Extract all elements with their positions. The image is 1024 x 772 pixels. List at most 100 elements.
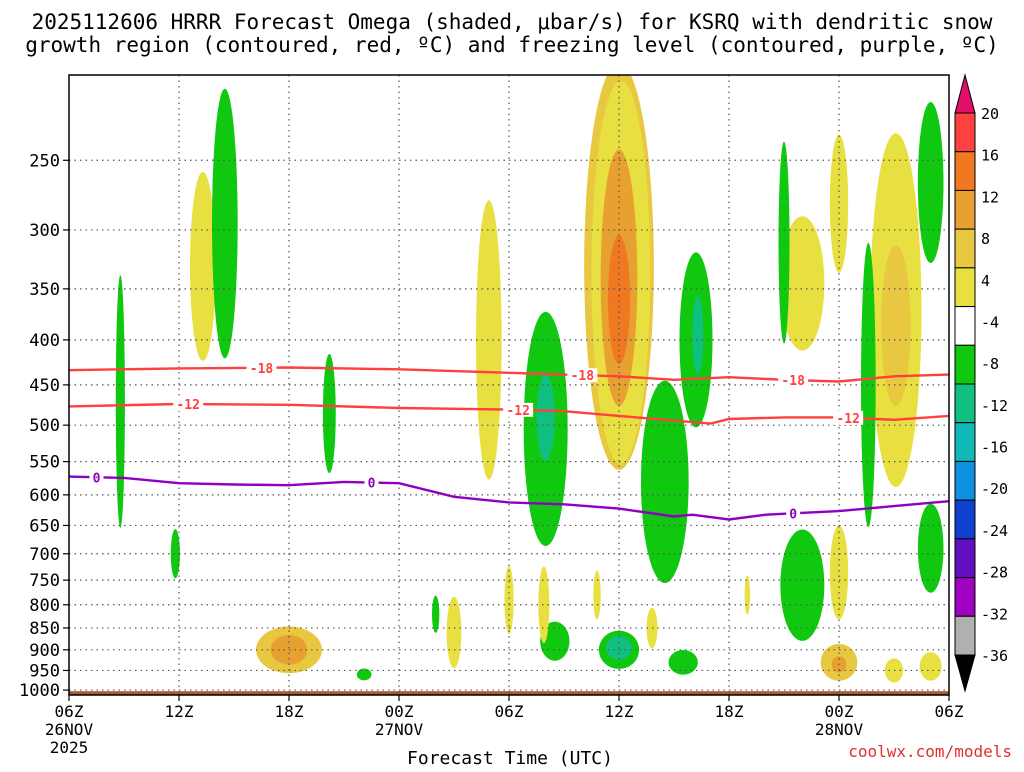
omega-region-22: [917, 503, 944, 593]
credit-link[interactable]: coolwx.com/models: [848, 742, 1012, 761]
colorbar-band-9: [954, 460, 976, 501]
omega-region-38: [504, 566, 514, 634]
x-tick-label-1: 12Z: [165, 702, 194, 721]
omega-region-5: [476, 200, 502, 480]
omega-region-32: [446, 596, 462, 669]
contour-label-freezing-level-2: 0: [789, 507, 797, 522]
colorbar-band-7: [954, 383, 976, 424]
contour-label-bg-dgz-top-0: [246, 360, 277, 375]
omega-region-11: [212, 88, 238, 359]
omega-region-41: [356, 668, 372, 681]
y-tick-label-700: 700: [29, 545, 60, 565]
colorbar-label-5: -4: [981, 313, 999, 331]
contour-label-bg-dgz-bottom-0: [173, 397, 204, 412]
y-tick-label-450: 450: [29, 376, 60, 396]
contour-label-dgz-top-0: -18: [250, 362, 274, 377]
omega-region-18: [778, 141, 790, 344]
contour-label-freezing-level-1: 0: [368, 477, 376, 492]
x-tick-year-0: 2025: [50, 738, 89, 757]
colorbar-band-6: [954, 344, 976, 385]
x-tick-label-8: 06Z: [935, 702, 964, 721]
ground-surface: [69, 691, 949, 695]
omega-shading: [115, 75, 944, 683]
contour-label-bg-freezing-level-0: [89, 470, 104, 485]
contour-label-bg-dgz-top-1: [567, 368, 598, 383]
omega-region-3: [608, 235, 630, 364]
contour-label-freezing-level-0: 0: [93, 471, 101, 486]
omega-region-36: [919, 652, 942, 681]
omega-region-34: [829, 525, 849, 620]
colorbar-label-3: 8: [981, 230, 990, 248]
colorbar-label-0: 20: [981, 105, 999, 123]
colorbar-label-4: 4: [981, 272, 990, 290]
colorbar-top-arrow: [954, 73, 976, 114]
chart-title-line2: growth region (contoured, red, ºC) and f…: [25, 33, 999, 57]
omega-region-12: [322, 353, 336, 474]
contour-label-bg-freezing-level-1: [364, 475, 379, 490]
colorbar-band-12: [954, 577, 976, 617]
contour-label-bg-freezing-level-2: [786, 506, 801, 521]
colorbar-label-6: -8: [981, 355, 999, 373]
omega-region-42: [432, 595, 440, 633]
contour-layer: -18 -18 -18 -12 -12 -12 0 0 0: [68, 360, 950, 522]
x-tick-date-7: 28NOV: [815, 720, 864, 739]
x-tick-date-0: 26NOV: [45, 720, 94, 739]
omega-region-39: [593, 570, 601, 620]
omega-region-4: [190, 171, 216, 361]
contour-label-dgz-top-1: -18: [571, 369, 595, 384]
y-tick-label-400: 400: [29, 331, 60, 351]
contour-freezing-level: [68, 475, 950, 521]
x-tick-label-2: 18Z: [275, 702, 304, 721]
x-tick-label-0: 06Z: [55, 702, 84, 721]
colorbar-label-8: -16: [981, 439, 1008, 457]
x-tick-label-4: 06Z: [495, 702, 524, 721]
contour-label-bg-dgz-bottom-1: [503, 402, 534, 417]
x-tick-date-3: 27NOV: [375, 720, 424, 739]
contour-label-dgz-bottom-0: -12: [176, 398, 199, 413]
y-tick-label-950: 950: [29, 661, 60, 681]
colorbar-label-7: -12: [981, 397, 1008, 415]
x-tick-label-7: 00Z: [825, 702, 854, 721]
colorbar-bottom-arrow: [954, 654, 976, 693]
x-axis-title: Forecast Time (UTC): [407, 748, 613, 768]
y-tick-label-600: 600: [29, 486, 60, 506]
y-tick-label-1000: 1000: [19, 681, 60, 701]
colorbar-band-2: [954, 189, 976, 230]
omega-region-19: [861, 242, 876, 527]
y-tick-label-800: 800: [29, 596, 60, 616]
y-tick-label-650: 650: [29, 516, 60, 536]
x-tick-label-3: 00Z: [385, 702, 414, 721]
omega-region-14: [536, 374, 555, 461]
grid-lines: [69, 75, 949, 695]
colorbar-band-8: [954, 422, 976, 462]
colorbar-band-11: [954, 538, 976, 579]
omega-region-9: [780, 216, 825, 351]
omega-region-27: [668, 649, 698, 675]
contour-label-bg-dgz-top-2: [778, 373, 809, 388]
contour-label-dgz-bottom-2: -12: [836, 412, 859, 427]
ground-layer: [69, 691, 949, 695]
y-axis: 2503003504004505005506006507007508008509…: [19, 151, 69, 701]
colorbar-band-10: [954, 499, 976, 540]
colorbar-label-10: -24: [981, 522, 1008, 540]
colorbar-band-3: [954, 228, 976, 269]
omega-region-15: [641, 380, 689, 584]
colorbar-band-5: [954, 306, 976, 346]
colorbar: 20 16 12 8 4 -4 -8 -12 -16 -20 -24 -28 -32 -36: [954, 73, 1008, 693]
y-tick-label-300: 300: [29, 221, 60, 241]
omega-region-20: [917, 102, 944, 264]
y-tick-label-350: 350: [29, 280, 60, 300]
colorbar-band-0: [954, 112, 976, 153]
y-tick-label-750: 750: [29, 571, 60, 591]
y-tick-label-900: 900: [29, 641, 60, 661]
colorbar-label-11: -28: [981, 564, 1008, 582]
colorbar-label-2: 12: [981, 188, 999, 206]
chart-title-line1: 2025112606 HRRR Forecast Omega (shaded, …: [32, 10, 993, 34]
x-tick-label-6: 18Z: [715, 702, 744, 721]
x-tick-label-5: 12Z: [605, 702, 634, 721]
omega-region-23: [170, 529, 180, 579]
omega-region-8: [829, 134, 849, 273]
colorbar-band-1: [954, 151, 976, 191]
